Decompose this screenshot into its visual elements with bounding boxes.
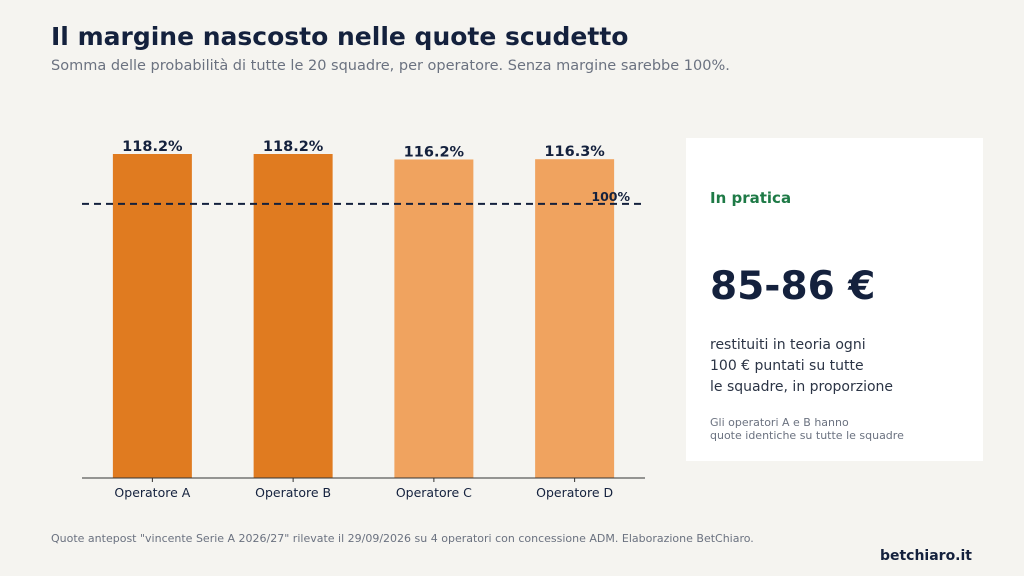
chart-title: Il margine nascosto nelle quote scudetto — [51, 22, 629, 51]
bar-value-label: 118.2% — [263, 139, 324, 155]
x-tick-label: Operatore D — [536, 485, 613, 500]
bar — [535, 159, 615, 478]
bar-value-label: 118.2% — [122, 139, 183, 155]
chart-subtitle: Somma delle probabilità di tutte le 20 s… — [51, 58, 730, 74]
x-tick-label: Operatore C — [396, 485, 472, 500]
card-text-line: restituiti in teoria ogni — [710, 337, 866, 353]
bar — [394, 159, 474, 478]
reference-line-label: 100% — [591, 189, 630, 204]
bar — [253, 154, 333, 478]
card-note-line: quote identiche su tutte le squadre — [710, 429, 904, 442]
card-text-line: 100 € puntati su tutte — [710, 358, 864, 374]
card-text-line: le squadre, in proporzione — [710, 379, 894, 395]
bar-value-label: 116.2% — [404, 144, 465, 160]
bar — [112, 154, 192, 478]
bar-value-label: 116.3% — [544, 144, 605, 160]
card-note: Gli operatori A e B hanno quote identich… — [710, 416, 970, 442]
card-note-line: Gli operatori A e B hanno — [710, 416, 849, 429]
x-tick-label: Operatore B — [255, 485, 331, 500]
card-description: restituiti in teoria ogni 100 € puntati … — [710, 335, 960, 398]
card-kicker: In pratica — [710, 189, 792, 207]
source-note: Quote antepost "vincente Serie A 2026/27… — [51, 532, 754, 545]
brand-link[interactable]: betchiaro.it — [879, 548, 972, 564]
card-big-value: 85-86 € — [710, 264, 876, 309]
x-tick-label: Operatore A — [114, 485, 190, 500]
info-card: In pratica 85-86 € restituiti in teoria … — [686, 138, 983, 461]
